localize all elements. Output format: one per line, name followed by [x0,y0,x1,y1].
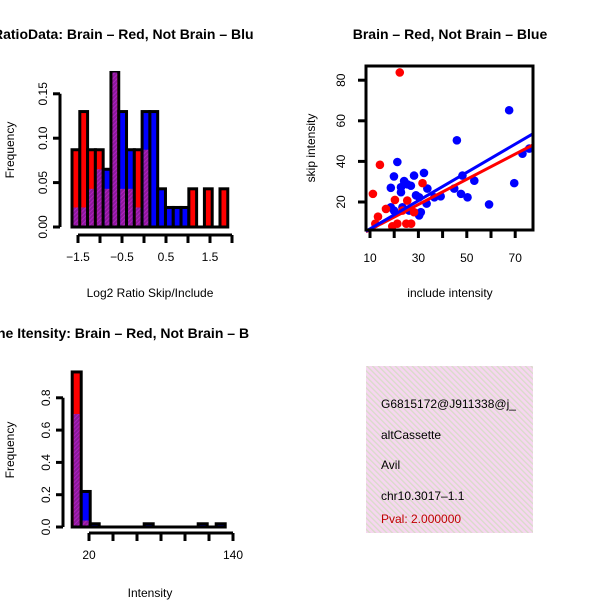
ratio-histogram-bar [218,187,230,229]
ratio-histogram-bars [70,70,230,229]
not-brain-point [470,176,479,185]
scatter-marks [365,68,534,234]
ratio-histogram-y-tick-label: 0.05 [36,171,50,195]
not-brain-point [389,172,399,181]
intensity-histogram-x-tick-label: 20 [82,548,96,562]
ratio-histogram-y-tick-label: 0.00 [36,215,50,239]
ratio-histogram-overlap-bar [135,207,141,226]
intensity-scatter-panel: Brain – Red, Not Brain – Blue 10 30 50 70 20… [304,26,547,300]
ratio-histogram-x-tick-label: −0.5 [110,250,134,264]
ratio-histogram-overlap-bar [143,149,149,226]
ratio-histogram-overlap-bar [96,169,102,226]
intensity-histogram-panel: ne Itensity: Brain – Red, Not Brain – B … [0,325,249,600]
ratio-histogram-overlap-bar [112,72,118,226]
intensity-histogram-y-tick-label: 0.8 [39,389,53,406]
ratio-histogram-y-tick-label: 0.10 [36,126,50,150]
brain-fit-line [365,143,534,234]
ratio-histogram-overlap-bar [128,188,133,226]
not-brain-point [396,187,406,197]
ratio-histogram-x-tick-label: −1.5 [66,250,90,264]
not-brain-point [386,183,396,193]
intensity-histogram-x-tick-label: 140 [223,548,243,562]
scatter-title: Brain – Red, Not Brain – Blue [353,26,548,42]
not-brain-point [406,181,416,191]
scatter-plot-box [364,64,535,232]
scatter-axes: 10 30 50 70 20 40 60 80 [334,73,522,265]
scatter-ylabel: skip intensity [304,114,318,183]
brain-point [406,219,416,229]
scatter-y-tick-label: 60 [334,114,348,128]
info-gene-name: Avil [381,458,400,472]
ratio-histogram-title: RatioData: Brain – Red, Not Brain – Blu [0,26,254,42]
scatter-y-tick-label: 80 [334,73,348,87]
brain-point [402,196,412,205]
brain-point [368,189,378,199]
intensity-histogram-y-tick-label: 0.2 [39,486,53,503]
intensity-histogram-overlap-bar [82,520,89,526]
intensity-histogram-ylabel: Frequency [3,422,17,479]
brain-point [409,207,419,217]
ratio-histogram-bar [202,187,214,229]
intensity-histogram-title: ne Itensity: Brain – Red, Not Brain – B [0,325,249,341]
info-background [366,366,533,533]
ratio-histogram-xlabel: Log2 Ratio Skip/Include [87,286,214,300]
not-brain-point [393,157,402,167]
scatter-y-tick-label: 20 [334,195,348,209]
intensity-histogram-y-tick-label: 0.6 [39,421,53,438]
ratio-histogram-panel: RatioData: Brain – Red, Not Brain – Blu … [0,26,254,300]
intensity-histogram-y-tick-label: 0.4 [39,454,53,471]
ratio-histogram-overlap-bar [81,207,87,226]
not-brain-point [416,207,426,217]
brain-point [375,160,385,170]
ratio-histogram-ylabel: Frequency [3,122,17,179]
ratio-histogram-overlap-bar [89,188,94,226]
ratio-histogram-x-tick-label: 1.5 [202,250,219,264]
intensity-histogram-axes: 0.0 0.2 0.4 0.6 0.8 20 140 [39,389,243,562]
ratio-histogram-bar [187,187,199,229]
ratio-histogram-overlap-bar [104,188,110,226]
info-locus: chr10.3017–1.1 [381,489,465,503]
not-brain-point [509,178,519,188]
not-brain-point [456,189,466,199]
info-pval: Pval: 2.000000 [381,512,461,526]
brain-point [381,204,391,214]
scatter-y-tick-label: 40 [334,154,348,168]
not-brain-fit-line [365,132,534,233]
not-brain-point [452,135,462,145]
scatter-x-tick-label: 30 [412,251,426,265]
not-brain-point [463,193,472,202]
not-brain-point [409,171,419,180]
scatter-x-tick-label: 70 [509,251,523,265]
ratio-histogram-y-tick-label: 0.15 [36,82,50,106]
brain-point [393,219,402,229]
not-brain-point [484,200,494,209]
not-brain-point [419,168,429,178]
ratio-histogram-overlap-bar [73,207,79,226]
info-panel: G6815172@J911338@j_ altCassette Avil chr… [366,366,533,533]
ratio-histogram-axes: 0.00 0.05 0.10 0.15 −1.5 −0.5 0.5 1.5 [36,82,234,264]
intensity-histogram-bars [70,370,227,529]
brain-point [395,68,405,77]
brain-point [418,178,427,188]
scatter-xlabel: include intensity [407,286,492,300]
not-brain-point [504,105,514,115]
intensity-histogram-xlabel: Intensity [128,586,173,600]
brain-point [373,212,383,221]
brain-point [390,195,400,205]
intensity-histogram-overlap-bar [73,413,80,526]
intensity-histogram-y-tick-label: 0.0 [39,518,53,535]
ratio-histogram-overlap-bar [120,188,126,226]
scatter-x-tick-label: 50 [460,251,474,265]
info-event-type: altCassette [381,428,441,442]
scatter-x-tick-label: 10 [363,251,377,265]
ratio-histogram-x-tick-label: 0.5 [158,250,175,264]
info-gene-id: G6815172@J911338@j_ [381,397,516,411]
